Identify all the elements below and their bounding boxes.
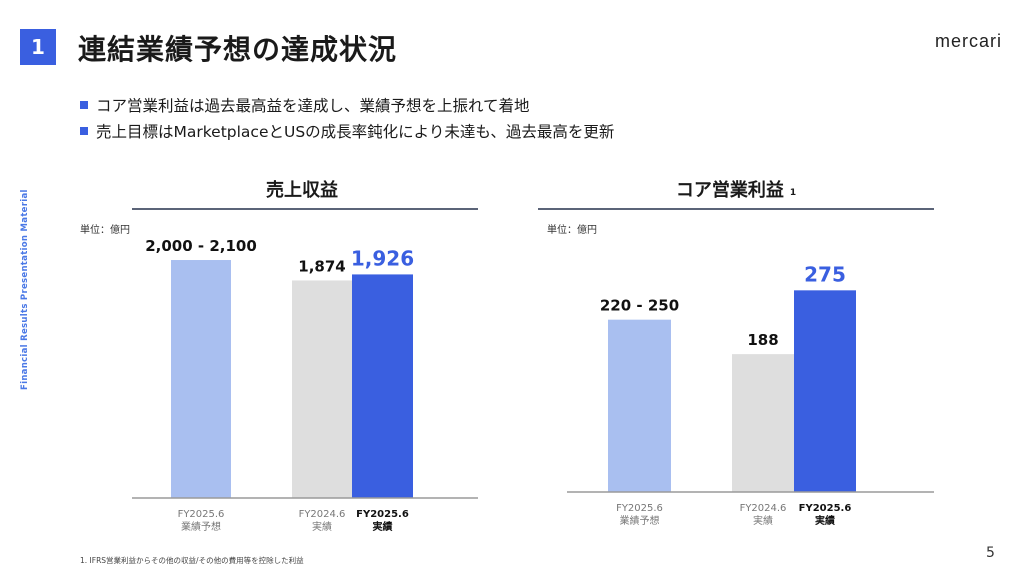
bar-value-label: 1,926 bbox=[351, 246, 414, 270]
chart-title-text: 売上収益 bbox=[266, 180, 338, 201]
bar-value-label: 1,874 bbox=[298, 257, 345, 275]
bar-prior_year bbox=[732, 354, 794, 492]
page-number: 5 bbox=[986, 545, 995, 561]
chart-title-text: コア営業利益 bbox=[675, 180, 784, 201]
bullet-text: 売上目標はMarketplaceとUSの成長率鈍化により未達も、過去最高を更新 bbox=[96, 123, 615, 141]
category-label: FY2024.6 bbox=[740, 503, 787, 514]
bar-actual bbox=[352, 274, 413, 498]
mercari-logo: mercari bbox=[935, 31, 1003, 51]
unit-label: 単位：億円 bbox=[80, 225, 130, 236]
bullet-item: 売上目標はMarketplaceとUSの成長率鈍化により未達も、過去最高を更新 bbox=[80, 118, 614, 144]
bullet-square-icon bbox=[80, 101, 88, 109]
chart-title-note: 1 bbox=[789, 188, 797, 198]
bar-forecast bbox=[608, 319, 671, 492]
bullet-square-icon bbox=[80, 127, 88, 135]
category-label: FY2025.6 bbox=[178, 509, 225, 520]
page-title: 連結業績予想の達成状況 bbox=[78, 33, 398, 66]
bar-forecast bbox=[171, 260, 231, 498]
category-label: FY2025.6 bbox=[356, 509, 409, 520]
category-label: 実績 bbox=[373, 520, 393, 533]
chart-title-rule bbox=[132, 208, 478, 210]
section-number-badge: 1 bbox=[20, 29, 56, 65]
bullet-item: コア営業利益は過去最高益を達成し、業績予想を上振れて着地 bbox=[80, 92, 614, 118]
category-label: 実績 bbox=[815, 514, 835, 527]
bar-value-label: 188 bbox=[747, 331, 778, 349]
bar-prior_year bbox=[292, 280, 352, 498]
bar-value-label: 2,000 - 2,100 bbox=[145, 237, 257, 255]
chart-title-rule bbox=[538, 208, 934, 210]
category-label: 実績 bbox=[312, 520, 332, 533]
category-label: FY2024.6 bbox=[299, 509, 346, 520]
chart-title: 売上収益 bbox=[132, 176, 478, 202]
bullet-text: コア営業利益は過去最高益を達成し、業績予想を上振れて着地 bbox=[96, 97, 530, 115]
unit-label: 単位：億円 bbox=[547, 225, 597, 236]
bar-value-label: 220 - 250 bbox=[600, 297, 679, 315]
category-label: 業績予想 bbox=[620, 514, 660, 527]
summary-bullets: コア営業利益は過去最高益を達成し、業績予想を上振れて着地 売上目標はMarket… bbox=[80, 92, 614, 144]
footnote: 1. IFRS営業利益からその他の収益/その他の費用等を控除した利益 bbox=[80, 556, 304, 565]
category-label: 実績 bbox=[753, 514, 773, 527]
category-label: FY2025.6 bbox=[616, 503, 663, 514]
chart-title: コア営業利益 1 bbox=[538, 176, 934, 202]
bar-actual bbox=[794, 290, 856, 492]
category-label: 業績予想 bbox=[181, 520, 221, 533]
category-label: FY2025.6 bbox=[799, 503, 852, 514]
bar-value-label: 275 bbox=[804, 262, 846, 286]
